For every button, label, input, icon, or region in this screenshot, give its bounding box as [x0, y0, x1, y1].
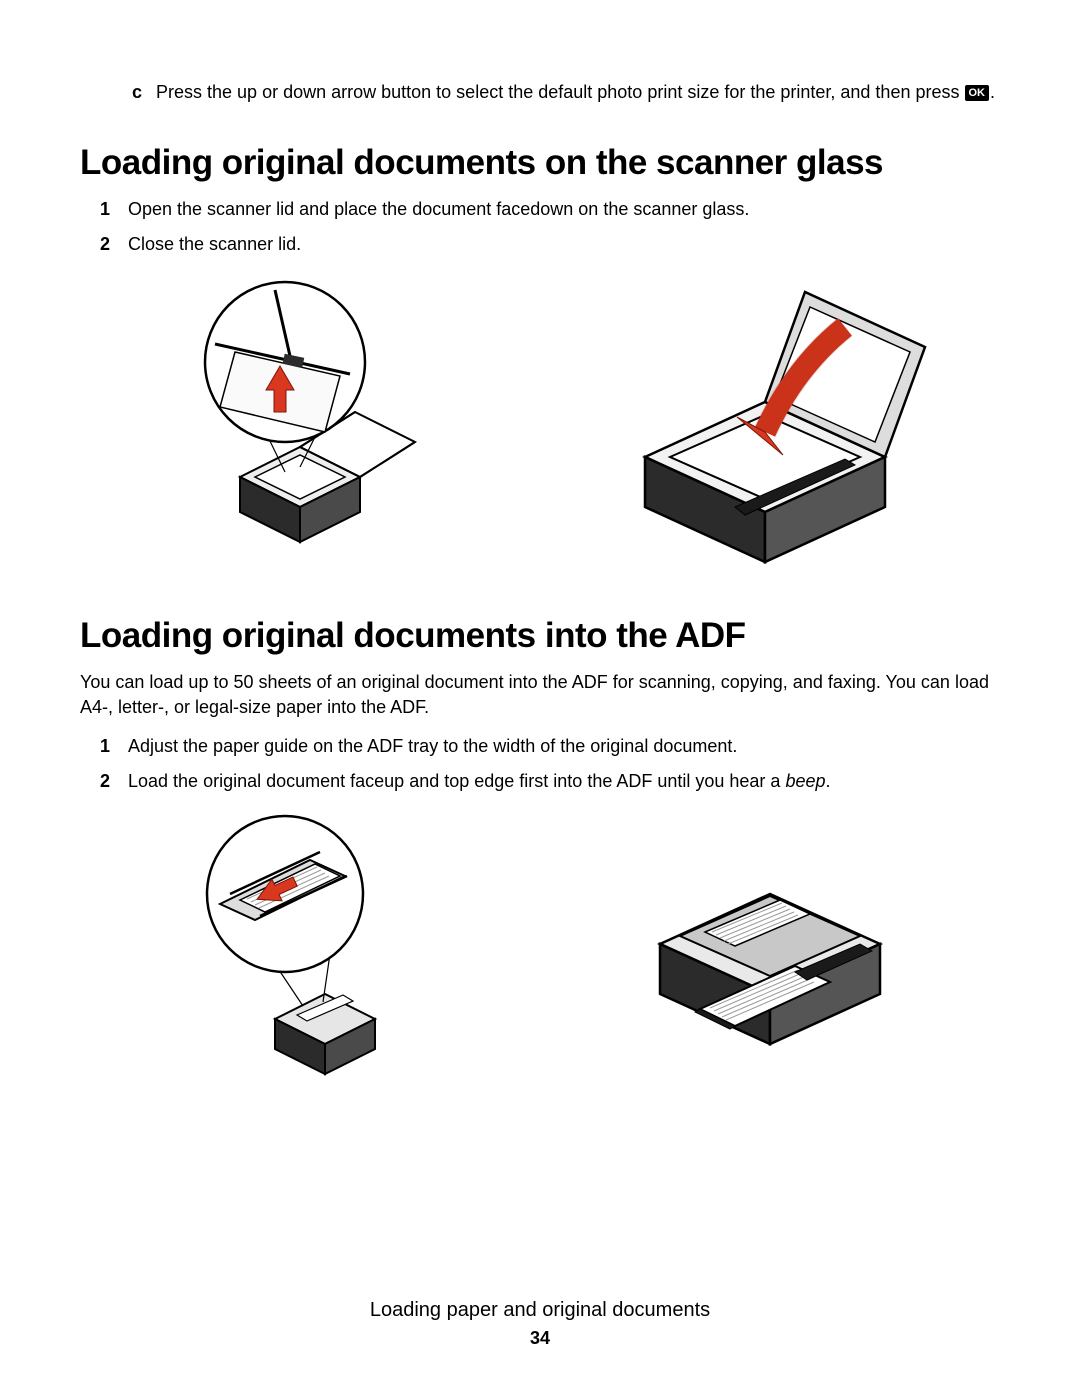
step-text: Open the scanner lid and place the docum…: [128, 197, 1000, 222]
substep-text-after: .: [990, 82, 995, 102]
steps-adf: 1 Adjust the paper guide on the ADF tray…: [80, 734, 1000, 794]
figure-scanner-glass-placement: Callout of scanner glass corner with arr…: [150, 277, 450, 577]
ok-icon: OK: [965, 85, 990, 101]
heading-adf: Loading original documents into the ADF: [80, 617, 1000, 656]
figure-row-adf: Callout of ADF input tray with document …: [80, 814, 1000, 1094]
list-item: 2 Load the original document faceup and …: [100, 769, 1000, 794]
list-item: 1 Adjust the paper guide on the ADF tray…: [100, 734, 1000, 759]
substep-marker: c: [132, 80, 142, 104]
step-text: Load the original document faceup and to…: [128, 769, 1000, 794]
step-number: 1: [100, 734, 116, 759]
step-text-suffix: .: [825, 771, 830, 791]
footer-page-number: 34: [0, 1328, 1080, 1349]
substep-text: Press the up or down arrow button to sel…: [156, 80, 1000, 104]
substep-c: c Press the up or down arrow button to s…: [132, 80, 1000, 104]
substep-text-before: Press the up or down arrow button to sel…: [156, 82, 964, 102]
step-text: Adjust the paper guide on the ADF tray t…: [128, 734, 1000, 759]
step-text: Close the scanner lid.: [128, 232, 1000, 257]
step-number: 2: [100, 232, 116, 257]
list-item: 1 Open the scanner lid and place the doc…: [100, 197, 1000, 222]
step-text-prefix: Load the original document faceup and to…: [128, 771, 785, 791]
paragraph-adf-intro: You can load up to 50 sheets of an origi…: [80, 670, 1000, 720]
figure-adf-insert: Callout of ADF input tray with document …: [155, 814, 455, 1094]
figure-row-scanner-glass: Callout of scanner glass corner with arr…: [80, 277, 1000, 577]
step-number: 1: [100, 197, 116, 222]
list-item: 2 Close the scanner lid.: [100, 232, 1000, 257]
step-text-italic: beep: [785, 771, 825, 791]
figure-adf-loaded: Printer with documents loaded into ADF o…: [605, 824, 925, 1084]
figure-scanner-lid-closing: Printer with lid being closed, red curve…: [590, 277, 930, 577]
page-footer: Loading paper and original documents 34: [0, 1299, 1080, 1349]
step-number: 2: [100, 769, 116, 794]
heading-scanner-glass: Loading original documents on the scanne…: [80, 144, 1000, 183]
footer-chapter: Loading paper and original documents: [0, 1299, 1080, 1322]
steps-scanner-glass: 1 Open the scanner lid and place the doc…: [80, 197, 1000, 257]
